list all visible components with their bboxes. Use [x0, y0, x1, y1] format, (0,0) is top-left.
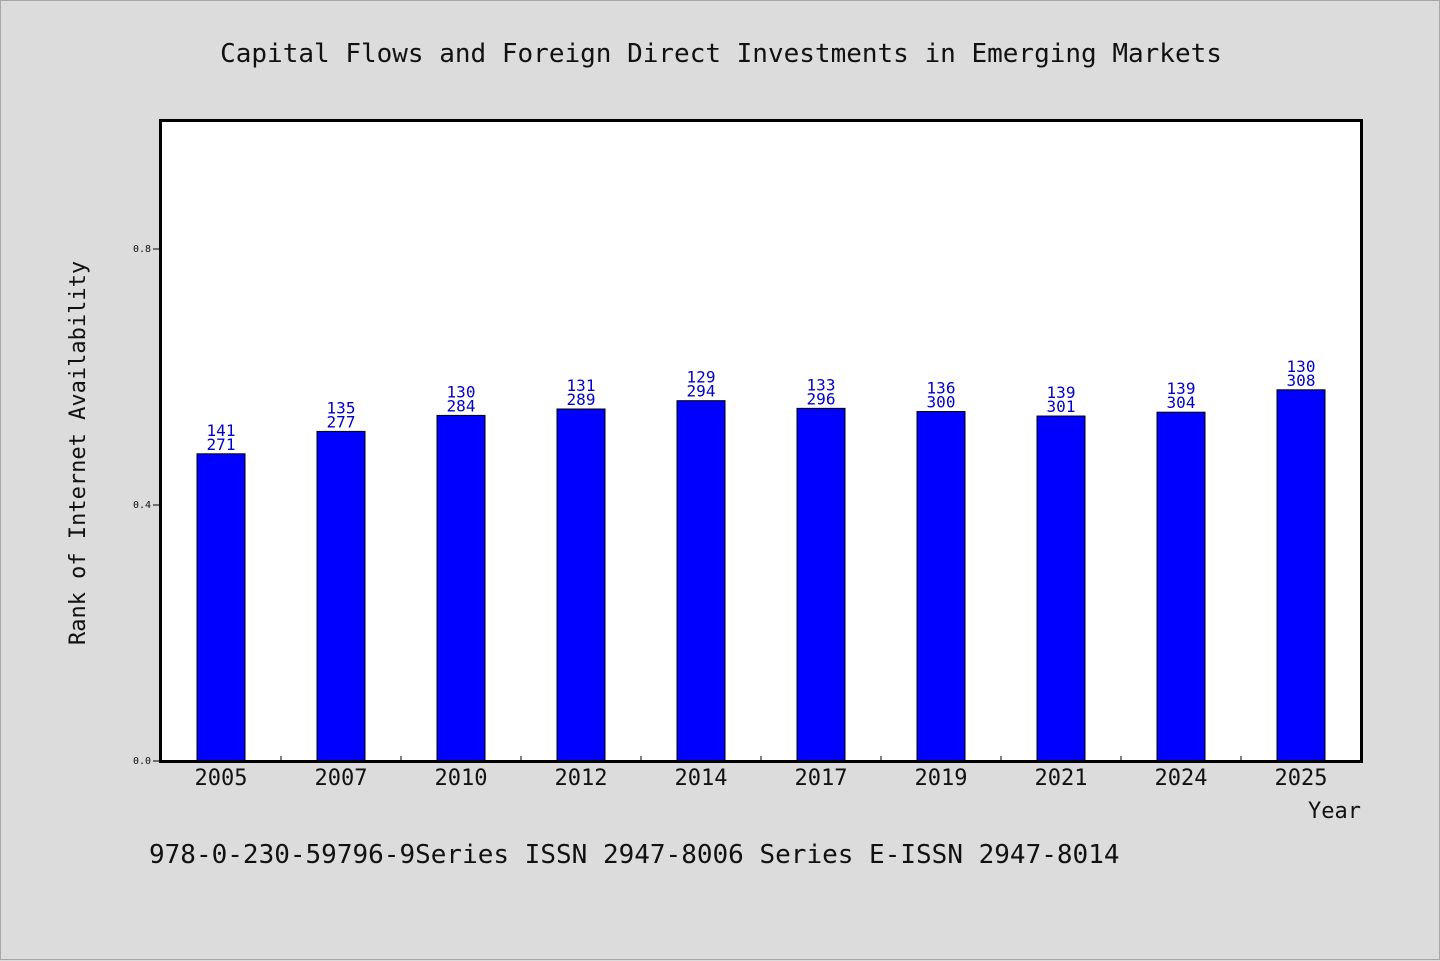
y-tick-label-0.8: 0.8	[133, 244, 151, 255]
x-axis-title: Year	[1308, 799, 1361, 824]
bar-2017	[796, 407, 846, 762]
y-ticks: 0.0 0.4 0.8	[133, 244, 161, 767]
chart-title: Capital Flows and Foreign Direct Investm…	[220, 39, 1222, 69]
x-tick-label-2019: 2019	[915, 766, 968, 791]
x-tick-label-2014: 2014	[675, 766, 728, 791]
data-label-bottom-2017: 296	[807, 389, 836, 408]
bar-2025	[1276, 389, 1326, 762]
x-tick-label-2010: 2010	[435, 766, 488, 791]
data-label-bottom-2010: 284	[447, 396, 476, 415]
data-label-bottom-2024: 304	[1167, 393, 1196, 412]
x-tick-label-2012: 2012	[555, 766, 608, 791]
data-label-top-2017: 133	[807, 375, 836, 394]
data-label-top-2024: 139	[1167, 379, 1196, 398]
x-tick-label-2021: 2021	[1035, 766, 1088, 791]
data-label-bottom-2021: 301	[1047, 397, 1076, 416]
data-label-bottom-2019: 300	[927, 393, 956, 412]
x-tick-label-2025: 2025	[1275, 766, 1328, 791]
data-label-top-2014: 129	[687, 368, 716, 387]
data-label-top-2005: 141	[207, 421, 236, 440]
x-ticks: 2005 2007 2010 2012 2014 2017 2019 2021 2024 2025	[195, 756, 1328, 791]
bar-2021	[1036, 415, 1086, 762]
bar-2024	[1156, 411, 1206, 762]
bar-2007	[316, 430, 366, 762]
x-tick-label-2017: 2017	[795, 766, 848, 791]
data-label-top-2021: 139	[1047, 383, 1076, 402]
y-tick-label-0.4: 0.4	[133, 500, 151, 511]
y-axis-title: Rank of Internet Availability	[66, 261, 91, 645]
x-tick-label-2007: 2007	[315, 766, 368, 791]
data-label-bottom-2012: 289	[567, 390, 596, 409]
plot-frame	[159, 119, 1363, 763]
data-label-bottom-2005: 271	[207, 435, 236, 454]
data-label-top-2010: 130	[447, 382, 476, 401]
data-label-bottom-2007: 277	[327, 412, 356, 431]
bar-2010	[436, 414, 486, 762]
data-label-top-2007: 135	[327, 398, 356, 417]
data-label-bottom-2014: 294	[687, 382, 716, 401]
bars-layer	[196, 389, 1326, 762]
data-label-top-2025: 130	[1287, 357, 1316, 376]
bar-2019	[916, 411, 966, 762]
footer-isbn-issn: 978-0-230-59796-9Series ISSN 2947-8006 S…	[149, 840, 1120, 870]
data-label-bottom-2025: 308	[1287, 371, 1316, 390]
bar-2014	[676, 400, 726, 762]
data-label-top-2012: 131	[567, 376, 596, 395]
x-tick-label-2024: 2024	[1155, 766, 1208, 791]
bar-2005	[196, 453, 246, 762]
x-tick-label-2005: 2005	[195, 766, 248, 791]
y-tick-label-0.0: 0.0	[133, 756, 151, 767]
bar-2012	[556, 408, 606, 762]
data-label-top-2019: 136	[927, 379, 956, 398]
